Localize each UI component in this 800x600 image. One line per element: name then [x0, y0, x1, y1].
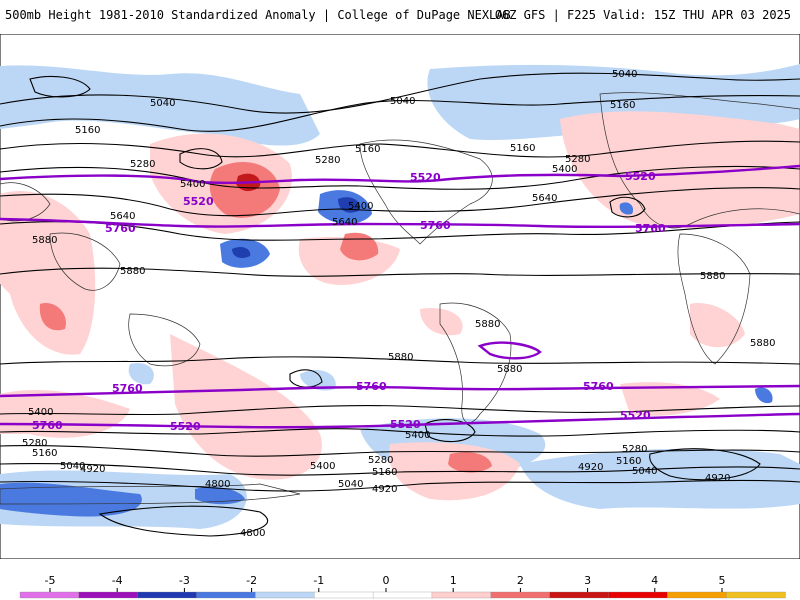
colorbar-tick-label: 3 [584, 574, 591, 587]
colorbar-swatch [726, 591, 786, 599]
contour-label: 5040 [612, 69, 637, 80]
contour-label: 5520 [410, 171, 441, 184]
colorbar-tick-label: -5 [45, 574, 56, 587]
contour-label: 4920 [372, 484, 397, 495]
colorbar-ticks: -5 -4 -3 -2 -1 0 1 2 3 4 5 [45, 574, 726, 592]
colorbar-swatch [667, 591, 727, 599]
colorbar-tick-label: -1 [313, 574, 324, 587]
contour-label: 5160 [616, 456, 641, 467]
contour-label: 5520 [183, 195, 214, 208]
contour-label: 5280 [315, 155, 340, 166]
contour-label: 5280 [622, 444, 647, 455]
contour-label: 5280 [22, 438, 47, 449]
colorbar-tick-label: 4 [651, 574, 658, 587]
colorbar-swatch [549, 591, 610, 599]
colorbar-tick-label: 0 [383, 574, 390, 587]
contour-label: 4800 [205, 479, 230, 490]
height-contours [0, 72, 800, 537]
contour-label: 5160 [75, 125, 100, 136]
contour-label: 5880 [700, 271, 725, 282]
contour-label: 5640 [332, 217, 357, 228]
colorbar-swatch [608, 591, 668, 599]
contour-label: 4920 [705, 473, 730, 484]
contour-label: 5160 [610, 100, 635, 111]
contour-label: 5880 [32, 235, 57, 246]
contour-label: 4920 [80, 464, 105, 475]
colorbar-swatch [490, 591, 551, 599]
positive-anomaly-light-regions [0, 111, 800, 501]
colorbar-tick-label: -3 [179, 574, 190, 587]
contour-label: 5760 [112, 382, 143, 395]
contour-label: 5280 [130, 159, 155, 170]
contour-label: 5760 [32, 419, 63, 432]
contour-label: 5280 [368, 455, 393, 466]
coastlines [0, 92, 800, 505]
colorbar-tick-label: 5 [719, 574, 726, 587]
colorbar-tick-label: -4 [112, 574, 123, 587]
colorbar: -5 -4 -3 -2 -1 0 1 2 3 4 5 [19, 574, 786, 599]
colorbar-tick-label: -2 [246, 574, 257, 587]
contour-label: 5880 [388, 352, 413, 363]
contour-label: 5640 [532, 193, 557, 204]
contour-label: 5040 [60, 461, 85, 472]
contour-label: 5760 [420, 219, 451, 232]
contour-label: 5880 [120, 266, 145, 277]
colorbar-swatch [431, 591, 492, 599]
colorbar-swatch [255, 591, 315, 599]
contour-label: 5040 [150, 98, 175, 109]
map-header: 500mb Height 1981-2010 Standardized Anom… [0, 0, 800, 34]
contour-labels: 5040 5040 5040 5160 5160 5160 5160 5280 … [22, 69, 775, 539]
contour-label: 5160 [355, 144, 380, 155]
contour-label: 5400 [348, 201, 373, 212]
key-contour-labels: 5520 5520 5520 5520 5520 5520 5760 5760 … [32, 170, 666, 433]
contour-label: 5520 [620, 409, 651, 422]
contour-label: 5400 [180, 179, 205, 190]
colorbar-swatch [196, 591, 257, 599]
contour-label: 5400 [28, 407, 53, 418]
colorbar-swatch [78, 591, 139, 599]
contour-label: 5760 [356, 380, 387, 393]
contour-label: 5160 [32, 448, 57, 459]
map-title: 500mb Height 1981-2010 Standardized Anom… [5, 8, 511, 22]
contour-label: 5760 [583, 380, 614, 393]
colorbar-swatch [372, 591, 433, 599]
moderate-anomaly-regions [0, 161, 773, 517]
colorbar-tick-label: 2 [517, 574, 524, 587]
contour-label: 5040 [390, 96, 415, 107]
negative-anomaly-light-regions [0, 64, 800, 529]
contour-label: 5040 [632, 466, 657, 477]
contour-label: 5520 [625, 170, 656, 183]
contour-label: 5280 [565, 154, 590, 165]
contour-label: 5760 [105, 222, 136, 235]
contour-label: 5640 [110, 211, 135, 222]
key-height-contours [0, 164, 800, 429]
contour-label: 4920 [578, 462, 603, 473]
contour-label: 5880 [497, 364, 522, 375]
contour-label: 5880 [750, 338, 775, 349]
contour-label: 5160 [510, 143, 535, 154]
anomaly-map: 5040 5040 5040 5160 5160 5160 5160 5280 … [0, 34, 800, 559]
contour-label: 5520 [170, 420, 201, 433]
contour-label: 5040 [338, 479, 363, 490]
contour-label: 5400 [310, 461, 335, 472]
colorbar-swatch [314, 591, 374, 599]
colorbar-swatch [137, 591, 198, 599]
model-run-info: 06Z GFS | F225 Valid: 15Z THU APR 03 202… [494, 8, 791, 22]
contour-label: 5160 [372, 467, 397, 478]
colorbar-tick-label: 1 [450, 574, 457, 587]
contour-label: 5520 [390, 418, 421, 431]
contour-label: 4800 [240, 528, 265, 539]
colorbar-swatch [19, 591, 80, 599]
colorbar-swatches [19, 591, 786, 599]
contour-label: 5400 [552, 164, 577, 175]
contour-label: 5400 [405, 430, 430, 441]
contour-label: 5880 [475, 319, 500, 330]
contour-label: 5760 [635, 222, 666, 235]
